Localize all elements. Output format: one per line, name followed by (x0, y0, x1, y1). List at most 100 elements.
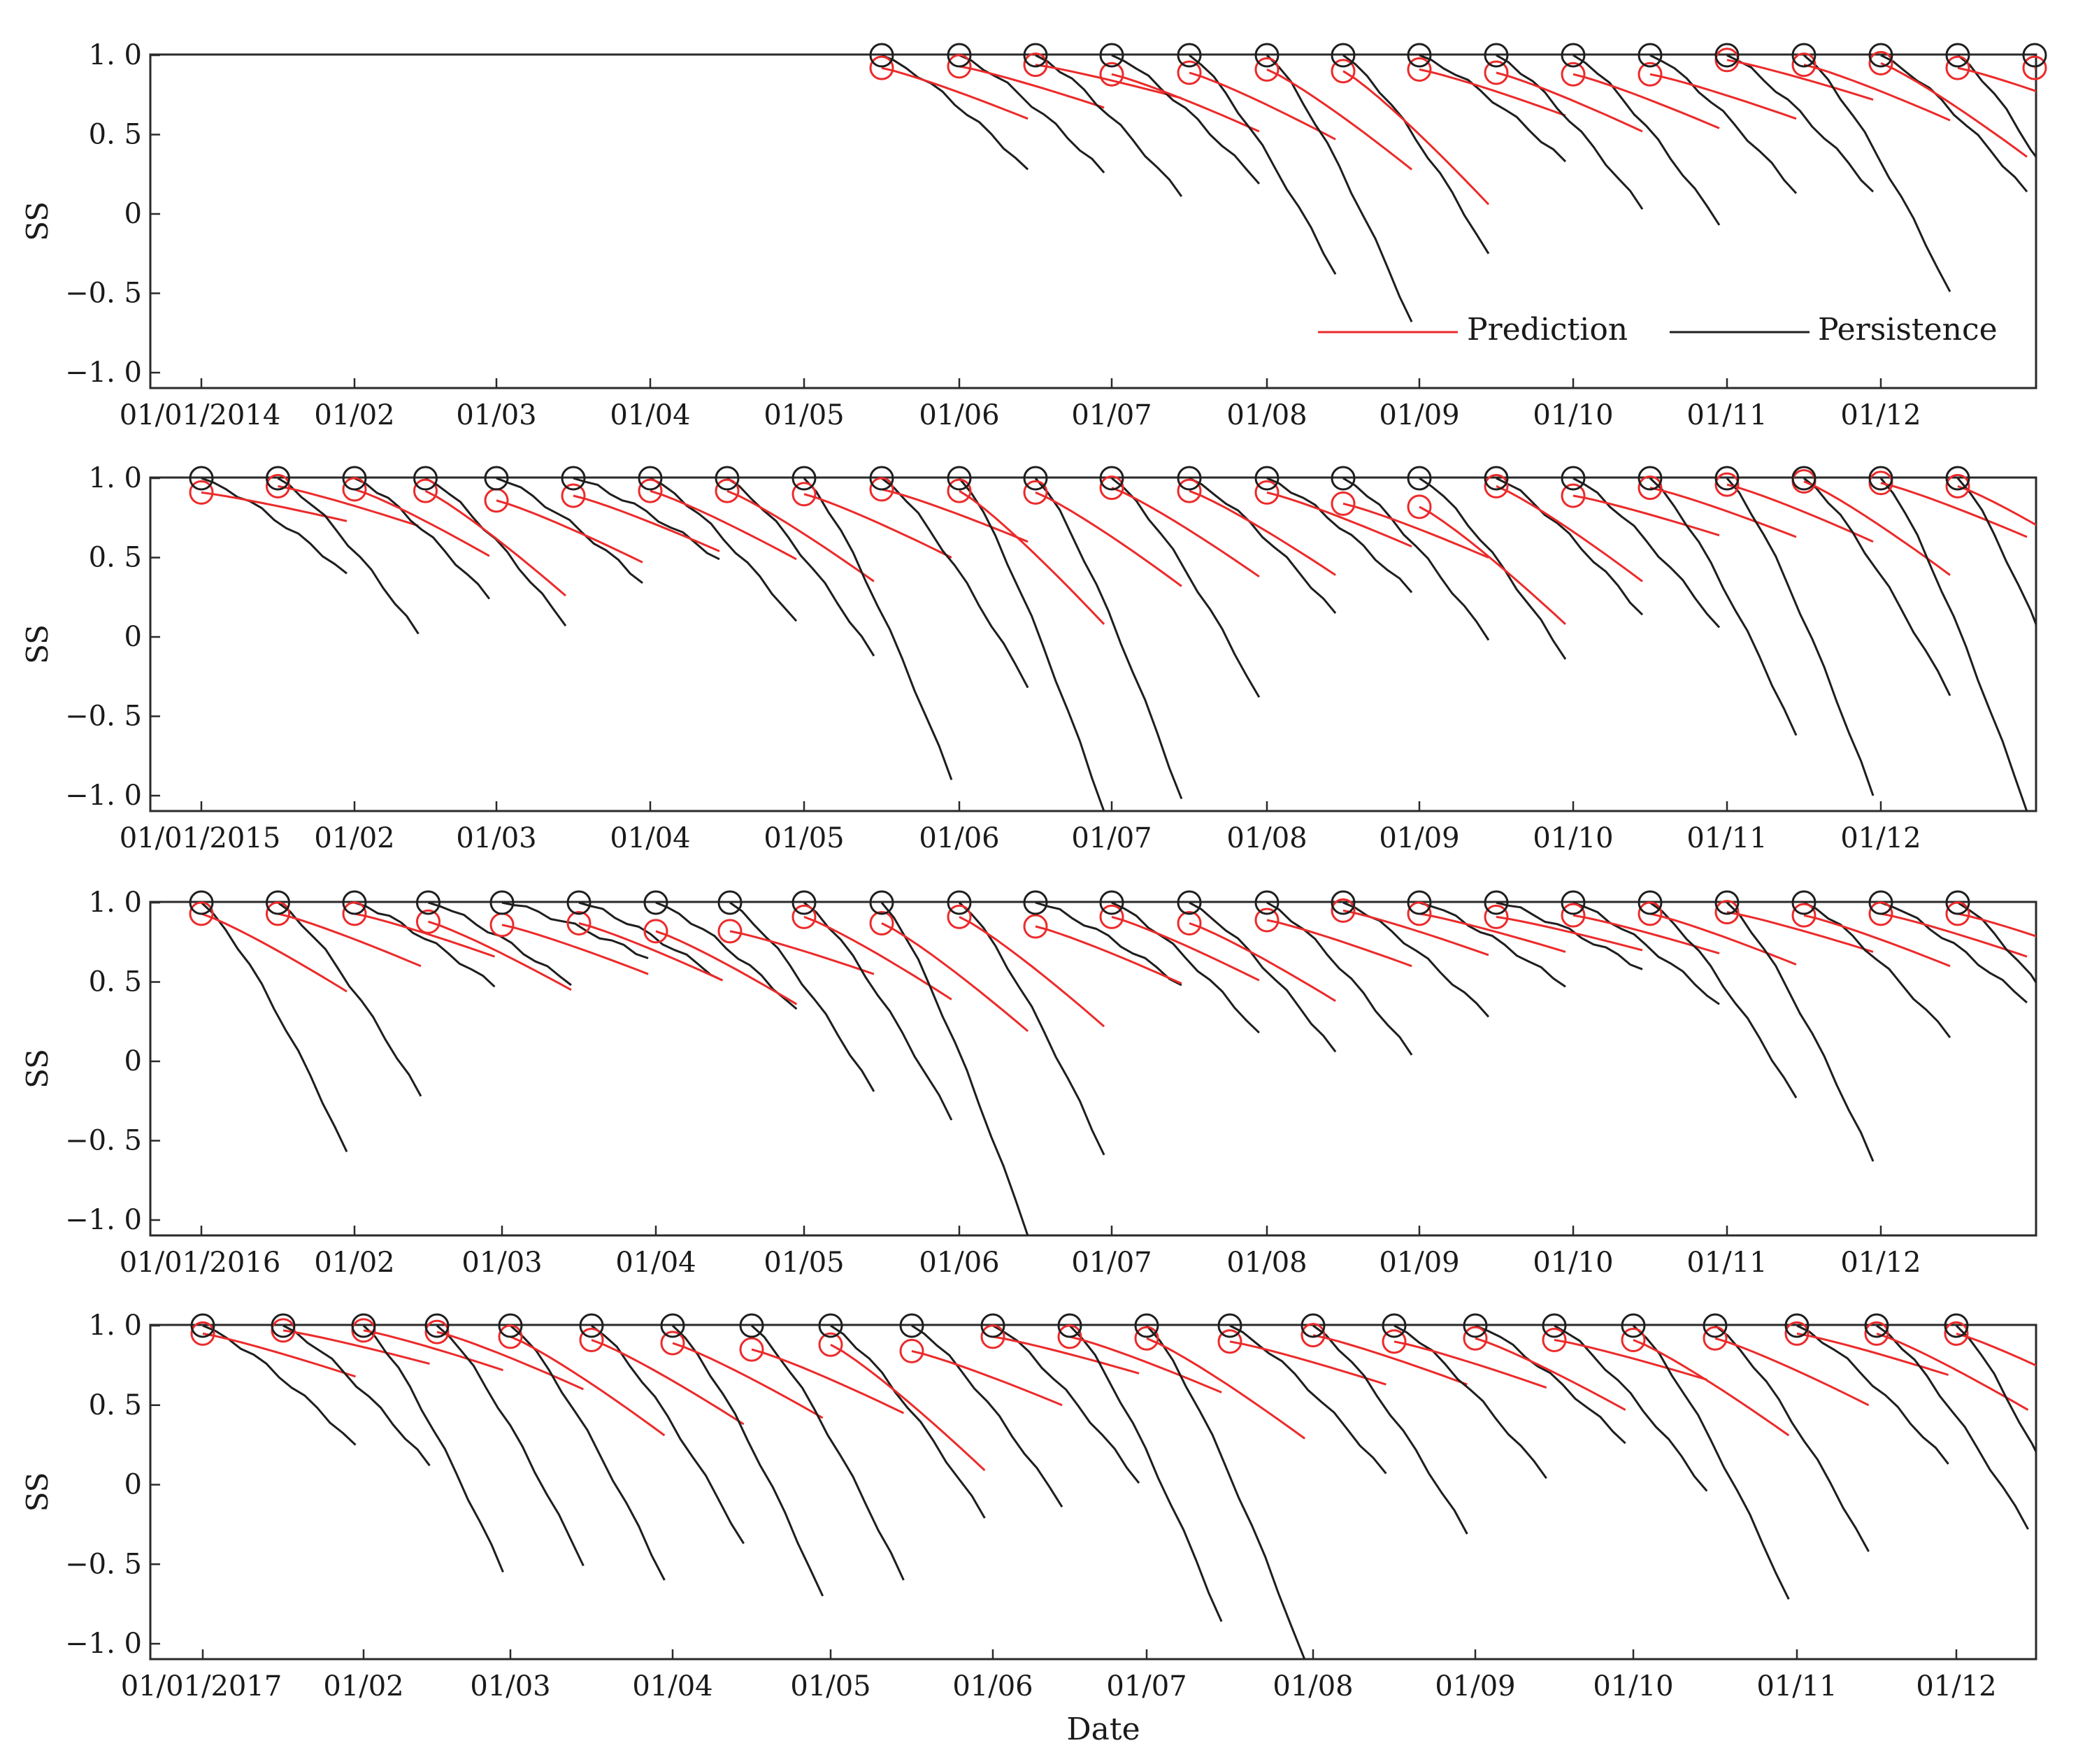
axes-frame (149, 53, 2037, 389)
x-tick-label: 01/11 (1686, 1247, 1767, 1279)
persistence-line (655, 901, 798, 1010)
prediction-line (992, 1335, 1140, 1375)
persistence-start-marker (416, 890, 440, 915)
x-tick-label: 01/07 (1071, 1247, 1152, 1279)
y-axis-label: SS (20, 1472, 55, 1512)
persistence-start-marker (660, 1313, 685, 1338)
x-tick-label: 01/10 (1533, 399, 1613, 431)
persistence-line (1111, 54, 1261, 185)
persistence-start-marker (947, 466, 972, 491)
persistence-start-marker (947, 890, 972, 915)
persistence-line (1034, 478, 1183, 800)
x-tick-label: 01/09 (1379, 399, 1459, 431)
x-tick-label: 01/08 (1226, 399, 1307, 431)
prediction-start-marker (579, 1327, 604, 1352)
persistence-line (1475, 1324, 1626, 1444)
persistence-line (1572, 901, 1720, 1005)
axes-frame (149, 901, 2037, 1237)
persistence-line (1803, 54, 1951, 292)
y-tick-label: 1. 0 (89, 887, 142, 919)
persistence-start-marker (1944, 1313, 1969, 1338)
x-tick-label: 01/09 (1379, 1247, 1459, 1279)
persistence-start-marker (1254, 466, 1280, 491)
persistence-start-marker (189, 466, 214, 491)
x-tick-label: 01/10 (1593, 1670, 1673, 1702)
persistence-start-marker (1254, 43, 1280, 68)
prediction-start-marker (1714, 900, 1740, 925)
x-tick-label: 01/09 (1435, 1670, 1515, 1702)
prediction-line (1572, 494, 1720, 537)
persistence-line (354, 901, 496, 988)
x-tick-label: 01/01/2015 (120, 822, 281, 854)
prediction-start-marker (1331, 898, 1356, 923)
prediction-start-marker (1542, 1327, 1567, 1352)
x-tick-label: 01/11 (1756, 1670, 1837, 1702)
x-tick-label: 01/08 (1226, 1247, 1307, 1279)
prediction-start-marker (1023, 52, 1048, 78)
persistence-start-marker (1177, 43, 1202, 68)
persistence-line (202, 1324, 357, 1446)
persistence-line (1342, 477, 1490, 641)
prediction-line (881, 922, 1029, 1033)
x-tick-label: 01/12 (1840, 399, 1921, 431)
persistence-start-marker (1407, 466, 1432, 491)
persistence-start-marker (1784, 1313, 1810, 1338)
y-axis-label: SS (20, 201, 55, 241)
persistence-line (1796, 1324, 1949, 1465)
prediction-start-marker (980, 1324, 1005, 1349)
persistence-line (1035, 54, 1183, 197)
persistence-line (1726, 478, 1875, 796)
persistence-line (1632, 1324, 1790, 1600)
persistence-line (958, 901, 1105, 1156)
prediction-start-marker (342, 477, 367, 502)
persistence-start-marker (1945, 890, 1970, 915)
x-tick-label: 01/06 (919, 822, 999, 854)
prediction-start-marker (1023, 480, 1048, 505)
x-tick-label: 01/05 (764, 1247, 844, 1279)
prediction-line (1957, 912, 2036, 938)
prediction-line (1876, 1332, 2029, 1411)
persistence-line (1189, 54, 1337, 275)
persistence-start-marker (1561, 890, 1586, 915)
prediction-start-marker (1638, 62, 1663, 87)
prediction-start-marker (1407, 57, 1432, 82)
x-tick-label: 01/08 (1226, 822, 1307, 854)
persistence-start-marker (947, 43, 972, 68)
persistence-line (1880, 901, 2028, 1004)
prediction-start-marker (342, 901, 367, 926)
persistence-start-marker (1023, 890, 1048, 915)
persistence-start-marker (1217, 1313, 1242, 1338)
persistence-line (992, 1324, 1140, 1484)
y-tick-label: 0 (124, 621, 142, 653)
prediction-line (881, 66, 1029, 120)
panel-2015: 1. 0 0. 5 0 −0. 5 −1. 0 SS 01/01/2015 01/02 01/0… (20, 462, 2037, 854)
prediction-line (1649, 73, 1797, 120)
x-tick-label: 01/05 (764, 822, 844, 854)
persistence-start-marker (869, 43, 894, 68)
prediction-line (672, 1342, 824, 1419)
y-axis-label: SS (20, 1049, 55, 1089)
y-tick-label: −0. 5 (65, 278, 142, 310)
prediction-start-marker (1217, 1329, 1242, 1354)
prediction-line (1035, 64, 1182, 99)
persistence-start-marker (1864, 1313, 1889, 1338)
prediction-start-marker (791, 904, 817, 929)
prediction-start-marker (1099, 904, 1124, 929)
persistence-start-marker (498, 1313, 523, 1338)
prediction-line (1803, 64, 1951, 122)
prediction-line (1342, 502, 1489, 559)
prediction-start-marker (1407, 494, 1432, 519)
persistence-line (1879, 478, 2028, 811)
y-tick-label: −1. 0 (65, 357, 142, 389)
prediction-line (1035, 925, 1182, 985)
prediction-line (1554, 1339, 1707, 1381)
persistence-start-marker (561, 466, 586, 491)
persistence-line (1803, 901, 1951, 1038)
prediction-line (436, 1331, 585, 1391)
prediction-line (278, 485, 419, 527)
prediction-line (1475, 1337, 1626, 1411)
prediction-start-marker (869, 55, 894, 80)
x-tick-label: 01/07 (1071, 822, 1152, 854)
x-tick-label: 01/09 (1379, 822, 1459, 854)
prediction-start-marker (1300, 1323, 1326, 1348)
